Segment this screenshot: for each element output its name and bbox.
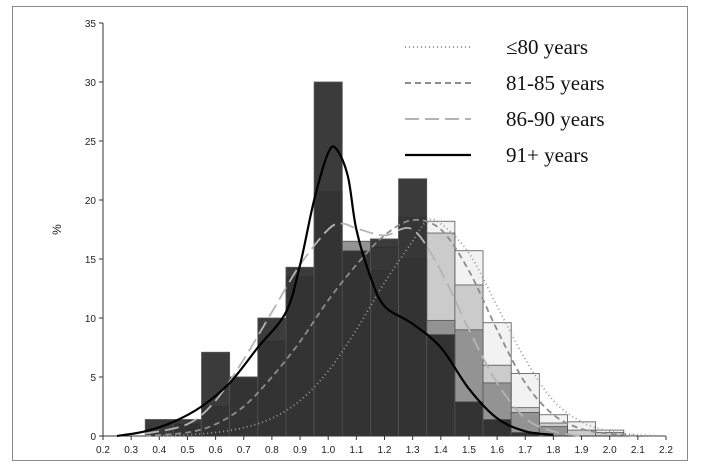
x-tick-label: 1.3 xyxy=(406,445,420,456)
x-tick-label: 1.7 xyxy=(518,445,532,456)
x-tick-label: 1.9 xyxy=(575,445,589,456)
x-tick-label: 0.9 xyxy=(293,445,307,456)
histogram-bar xyxy=(426,334,456,437)
histogram-bars xyxy=(144,81,625,437)
x-tick-label: 0.2 xyxy=(96,445,110,456)
histogram-chart: 0.2 0.3 0.4 0.5 0.6 0.7 0.8 0.9 1.0 1.1 1.2 1.3 1.4 1… xyxy=(50,19,673,456)
x-tick-label: 1.2 xyxy=(378,445,392,456)
y-tick-label: 5 xyxy=(90,373,96,384)
y-tick-label: 25 xyxy=(85,137,97,148)
y-tick-label: 35 xyxy=(85,19,97,30)
histogram-bar xyxy=(201,351,231,437)
histogram-bar xyxy=(313,81,343,437)
density-curves xyxy=(116,145,667,438)
y-axis-label: % xyxy=(50,224,64,235)
y-axis-ticks: 0 5 10 15 20 25 30 35 xyxy=(85,19,103,443)
density-curve-4 xyxy=(116,145,554,438)
x-tick-label: 2.1 xyxy=(631,445,645,456)
histogram-bar xyxy=(341,250,371,437)
histogram-bar xyxy=(370,238,399,437)
x-tick-label: 1.4 xyxy=(434,445,448,456)
y-tick-label: 30 xyxy=(85,78,97,89)
x-tick-label: 1.5 xyxy=(462,445,476,456)
x-tick-label: 1.8 xyxy=(546,445,560,456)
legend-label-1: ≤80 years xyxy=(506,35,588,59)
chart-frame: 0.2 0.3 0.4 0.5 0.6 0.7 0.8 0.9 1.0 1.1 1.2 1.3 1.4 1… xyxy=(12,6,688,461)
y-tick-label: 10 xyxy=(85,314,97,325)
legend-label-2: 81-85 years xyxy=(506,71,605,95)
x-tick-label: 0.7 xyxy=(237,445,251,456)
y-tick-label: 15 xyxy=(85,255,97,266)
y-tick-label: 20 xyxy=(85,196,97,207)
histogram-bar xyxy=(454,401,484,437)
x-tick-label: 0.8 xyxy=(265,445,279,456)
y-tick-label: 0 xyxy=(90,432,96,443)
legend-label-3: 86-90 years xyxy=(506,107,605,131)
histogram-bar xyxy=(482,419,512,437)
histogram-bar xyxy=(595,432,625,437)
histogram-bar xyxy=(398,178,428,437)
x-tick-label: 1.6 xyxy=(490,445,504,456)
density-curve-3 xyxy=(145,222,582,437)
x-tick-label: 2.0 xyxy=(603,445,617,456)
x-axis-ticks: 0.2 0.3 0.4 0.5 0.6 0.7 0.8 0.9 1.0 1.1 1.2 1.3 1.4 1… xyxy=(96,436,673,456)
density-curve-2 xyxy=(145,218,638,437)
x-tick-label: 1.1 xyxy=(349,445,363,456)
legend: ≤80 years 81-85 years 86-90 years 91+ years xyxy=(405,35,605,167)
x-tick-label: 0.6 xyxy=(209,445,223,456)
x-tick-label: 1.0 xyxy=(321,445,335,456)
x-tick-label: 0.4 xyxy=(152,445,166,456)
histogram-bar xyxy=(285,266,315,437)
axes: 0.2 0.3 0.4 0.5 0.6 0.7 0.8 0.9 1.0 1.1 1.2 1.3 1.4 1… xyxy=(50,19,673,456)
x-tick-label: 0.5 xyxy=(180,445,194,456)
legend-label-4: 91+ years xyxy=(506,143,588,167)
x-tick-label: 2.2 xyxy=(659,445,673,456)
x-tick-label: 0.3 xyxy=(124,445,138,456)
